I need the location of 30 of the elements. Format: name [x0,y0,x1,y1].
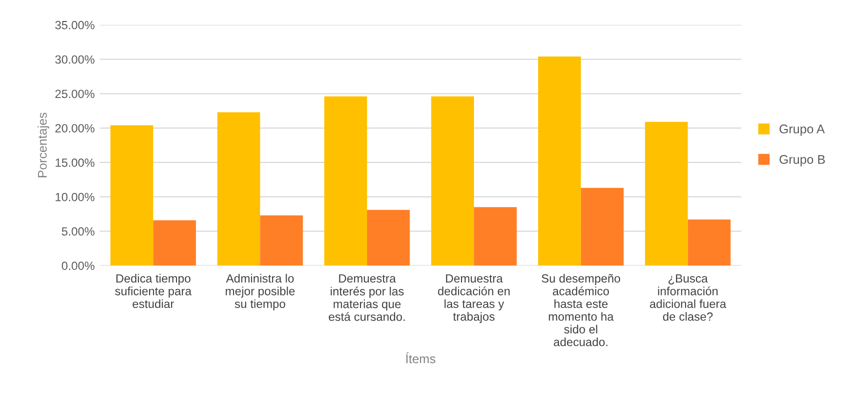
bar [110,125,154,266]
legend-label: Grupo B [780,155,825,166]
bar [260,215,303,266]
x-tick-label: Su desempeño académico hasta este momento ha sido el adecuado. [542,274,620,346]
x-tick-label: ¿Busca información adicional fuera de clase? [650,274,726,321]
bar [324,96,368,266]
bar [153,220,196,266]
bar [645,122,688,266]
x-tick-label: Dedica tiempo suficiente para estudiar [115,274,192,308]
y-tick-label: 15.00% [56,158,94,167]
x-tick-label: Administra lo mejor posible su tiempo [226,274,295,310]
bar [474,207,517,266]
y-tick-label: 5.00% [62,227,94,236]
y-tick-label: 0.00% [62,262,94,270]
bar [580,188,624,266]
legend-label: Grupo A [780,124,825,136]
bar [217,112,260,266]
y-tick-label: 20.00% [55,124,94,132]
bar [367,210,410,266]
y-tick-label: 25.00% [55,90,94,98]
y-tick-label: 35.00% [55,20,94,30]
bar [538,56,581,266]
bar [688,220,731,266]
y-tick-label: 10.00% [56,192,94,202]
y-axis-title: Porcentajes [38,112,50,178]
x-axis-title: Ítems [406,352,436,364]
x-tick-label: Demuestra interés por las materias que está cursando. [328,274,405,321]
x-tick-label: Demuestra dedicación en las tareas y trabajos [438,274,510,324]
y-tick-label: 30.00% [55,55,94,64]
bar [431,96,474,266]
